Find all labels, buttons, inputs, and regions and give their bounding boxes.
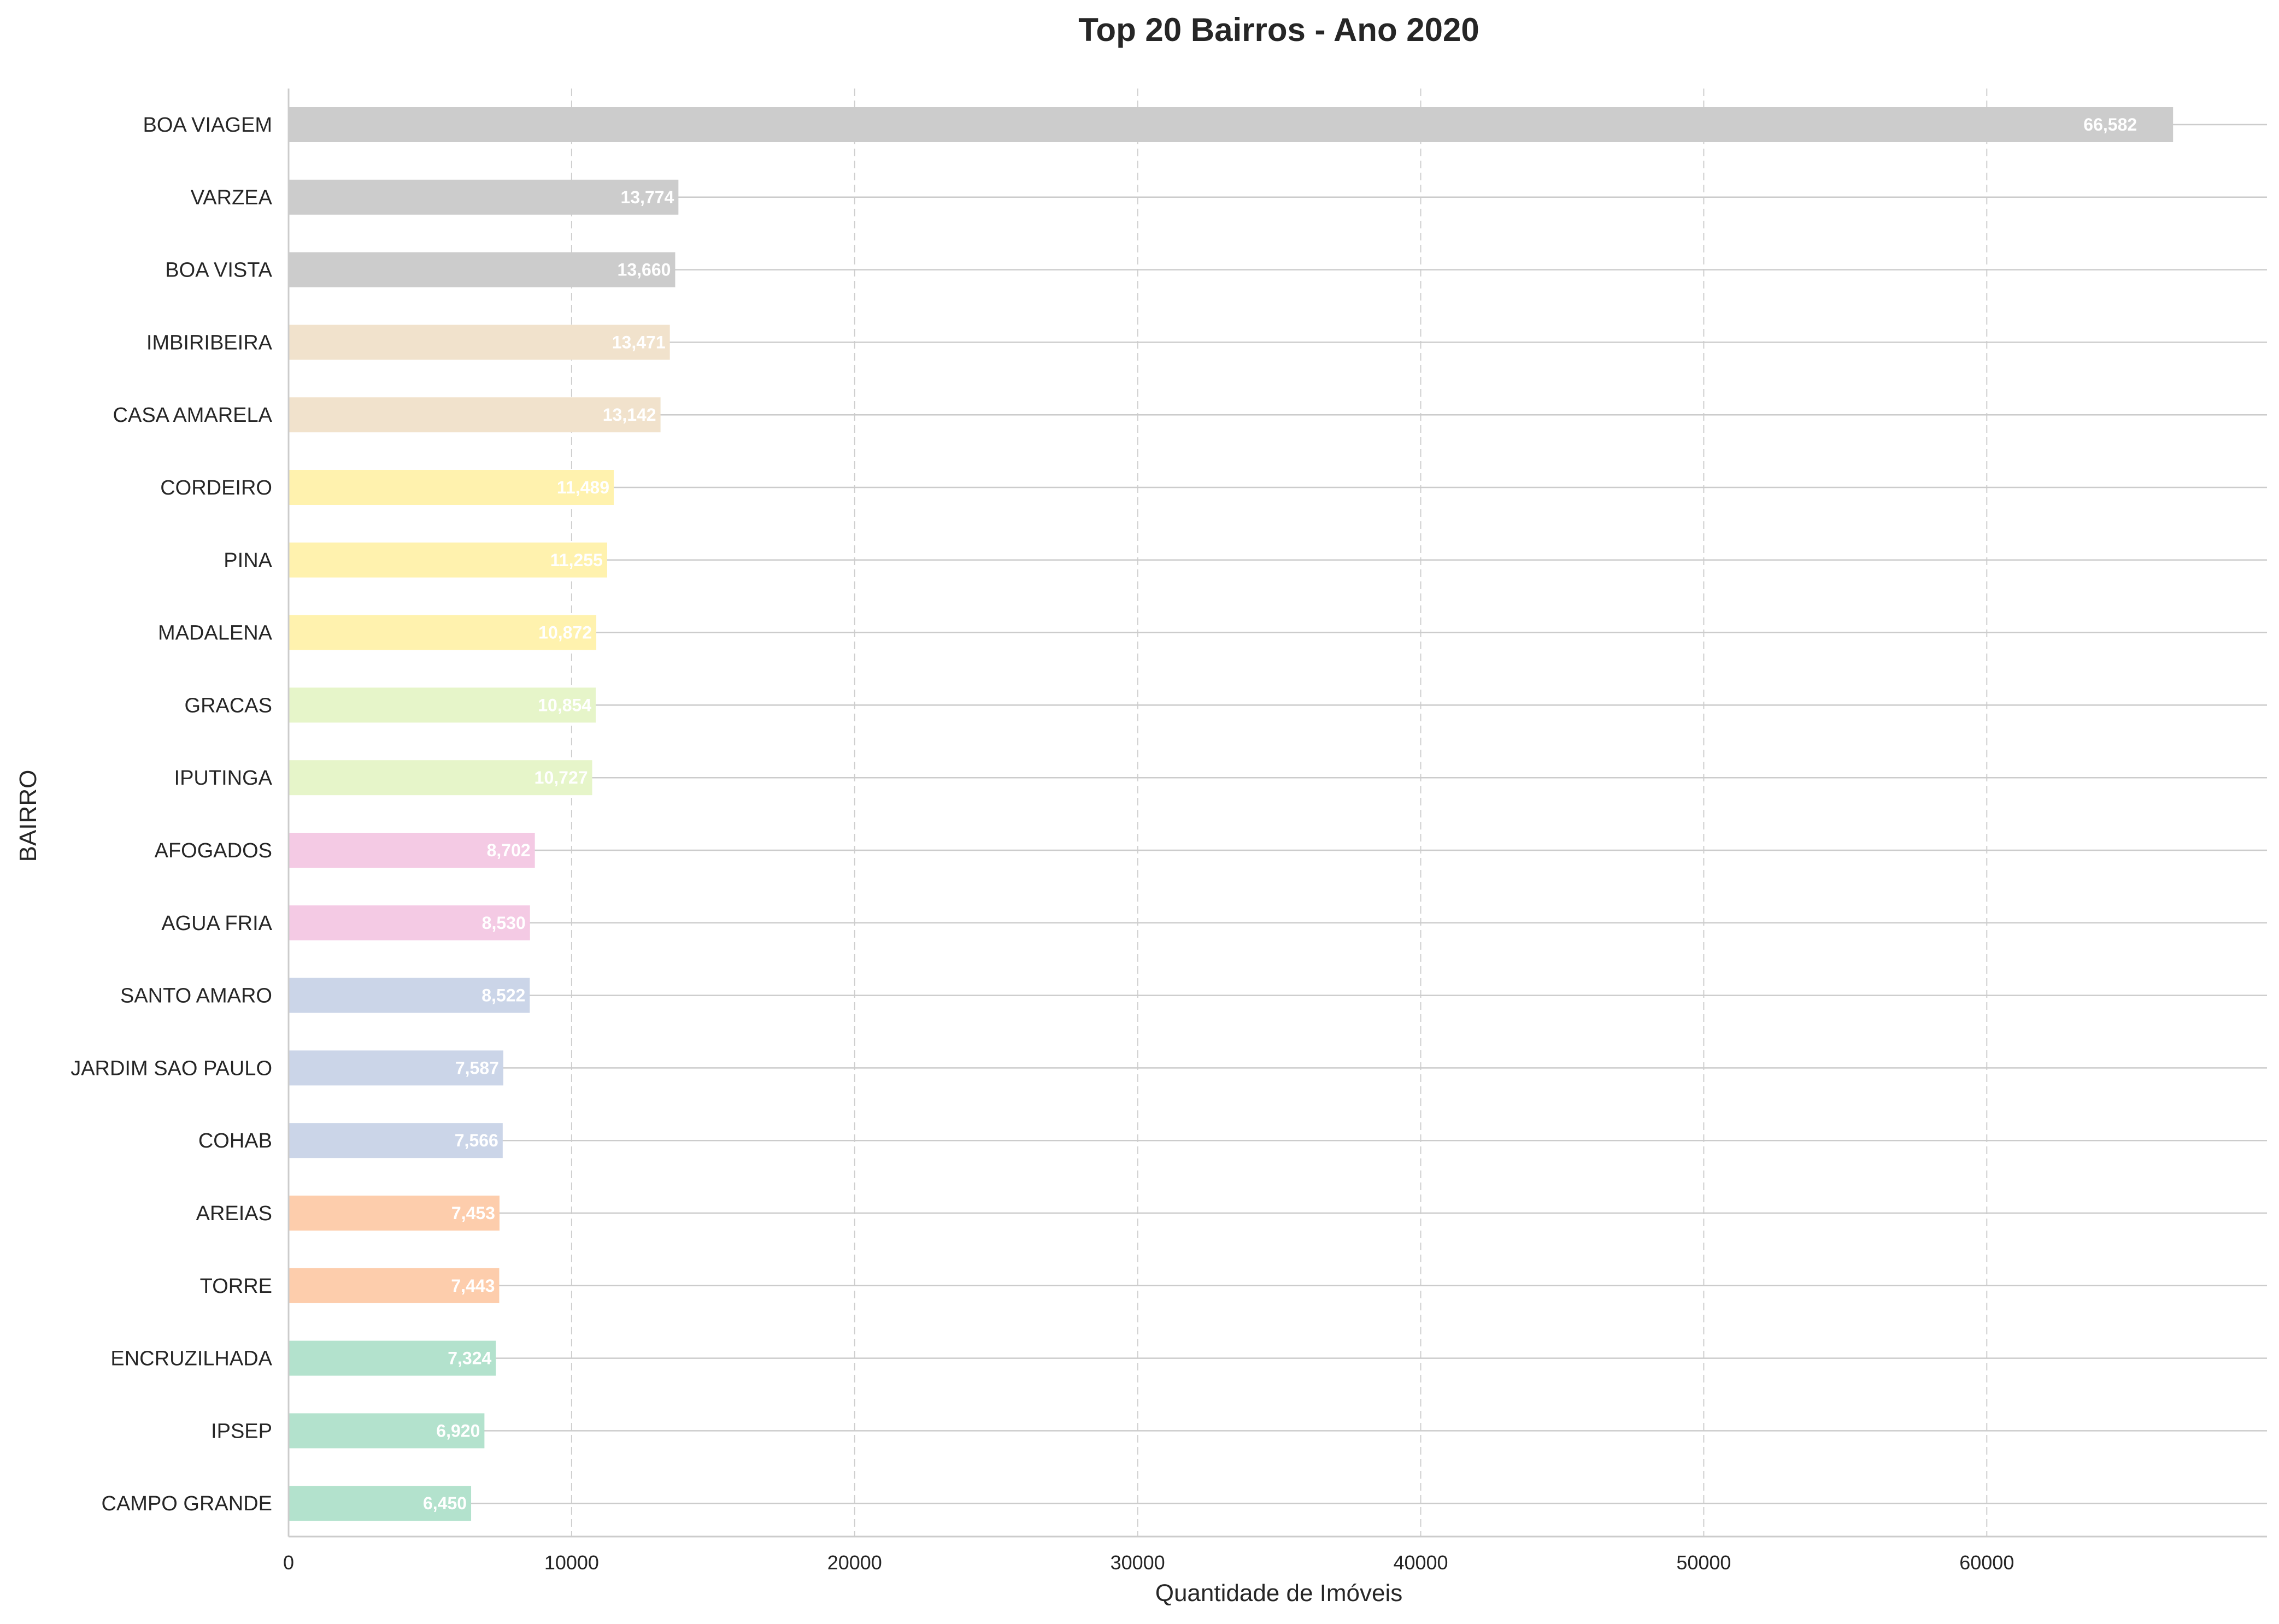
bar — [289, 1268, 500, 1303]
y-tick-label: JARDIM SAO PAULO — [71, 1057, 272, 1080]
y-tick-label: IPSEP — [211, 1420, 272, 1443]
bar-value-label: 6,450 — [423, 1493, 467, 1513]
bar — [289, 325, 670, 360]
y-tick-label: BOA VISTA — [165, 259, 272, 282]
bar — [289, 179, 679, 215]
bar — [289, 397, 661, 433]
bar-value-label: 66,582 — [2083, 115, 2137, 134]
y-tick-label: IMBIRIBEIRA — [146, 331, 273, 354]
bar-value-label: 8,702 — [487, 840, 531, 860]
bars — [289, 107, 2174, 1521]
y-tick-label: AGUA FRIA — [161, 912, 272, 935]
y-tick-label: BOA VIAGEM — [143, 114, 272, 137]
y-tick-label: COHAB — [198, 1129, 272, 1152]
bar — [289, 1486, 472, 1521]
bar — [289, 1413, 485, 1449]
bar-value-label: 7,324 — [448, 1349, 491, 1368]
bar — [289, 687, 596, 723]
x-tick-label: 0 — [283, 1551, 294, 1574]
y-tick-label: TORRE — [200, 1275, 272, 1298]
x-tick-label: 40000 — [1393, 1551, 1448, 1574]
x-tick-label: 30000 — [1111, 1551, 1165, 1574]
grid-lines — [289, 89, 2267, 1537]
y-tick-label: AFOGADOS — [155, 839, 272, 862]
y-tick-label: GRACAS — [185, 694, 272, 717]
bar-value-label: 7,587 — [455, 1058, 499, 1078]
bar — [289, 470, 614, 505]
bar — [289, 833, 535, 868]
bar-value-label: 13,774 — [620, 187, 674, 207]
y-tick-label: CORDEIRO — [160, 476, 272, 499]
y-tick-label: CASA AMARELA — [113, 404, 273, 427]
bar-value-label: 10,872 — [538, 623, 592, 643]
bar-value-label: 8,530 — [482, 913, 526, 933]
bar-value-label: 11,255 — [550, 550, 603, 570]
bar-value-label: 7,566 — [455, 1131, 498, 1150]
y-tick-label: ENCRUZILHADA — [110, 1348, 272, 1370]
y-axis-label: BAIRRO — [15, 770, 42, 862]
y-tick-label: MADALENA — [158, 622, 273, 645]
bar — [289, 905, 530, 940]
bar — [289, 542, 607, 578]
y-tick-label: VARZEA — [191, 186, 273, 209]
axes — [287, 89, 2267, 1538]
bar-value-label: 8,522 — [481, 986, 525, 1005]
bar-value-label: 10,854 — [538, 695, 591, 715]
bar — [289, 1340, 496, 1376]
bar — [289, 760, 592, 796]
bar-value-label: 7,443 — [451, 1276, 495, 1296]
x-tick-label: 20000 — [827, 1551, 882, 1574]
labels: 66,582 BOA VIAGEM 13,774 VARZEA 13,660 BOA VI… — [71, 114, 2137, 1574]
x-tick-label: 50000 — [1676, 1551, 1731, 1574]
bar — [289, 615, 597, 650]
x-tick-label: 60000 — [1959, 1551, 2014, 1574]
bar-value-label: 6,920 — [436, 1421, 480, 1440]
bar — [289, 107, 2174, 142]
bar-value-label: 13,660 — [618, 260, 671, 280]
y-tick-label: AREIAS — [196, 1202, 272, 1225]
chart-title: Top 20 Bairros - Ano 2020 — [1078, 11, 1479, 48]
bar — [289, 1196, 500, 1231]
bar — [289, 1123, 503, 1158]
y-tick-label: CAMPO GRANDE — [102, 1492, 272, 1515]
y-tick-label: SANTO AMARO — [120, 985, 272, 1008]
x-tick-label: 10000 — [544, 1551, 599, 1574]
bar — [289, 252, 676, 287]
x-axis-label: Quantidade de Imóveis — [1155, 1580, 1403, 1607]
y-tick-label: IPUTINGA — [174, 767, 273, 790]
bar-value-label: 13,142 — [603, 405, 656, 425]
bar-value-label: 11,489 — [557, 478, 609, 497]
y-tick-label: PINA — [224, 549, 272, 572]
bar-value-label: 7,453 — [451, 1203, 495, 1223]
bar-value-label: 10,727 — [534, 768, 588, 787]
bar — [289, 978, 530, 1013]
bar-value-label: 13,471 — [612, 332, 666, 352]
bar — [289, 1050, 503, 1086]
